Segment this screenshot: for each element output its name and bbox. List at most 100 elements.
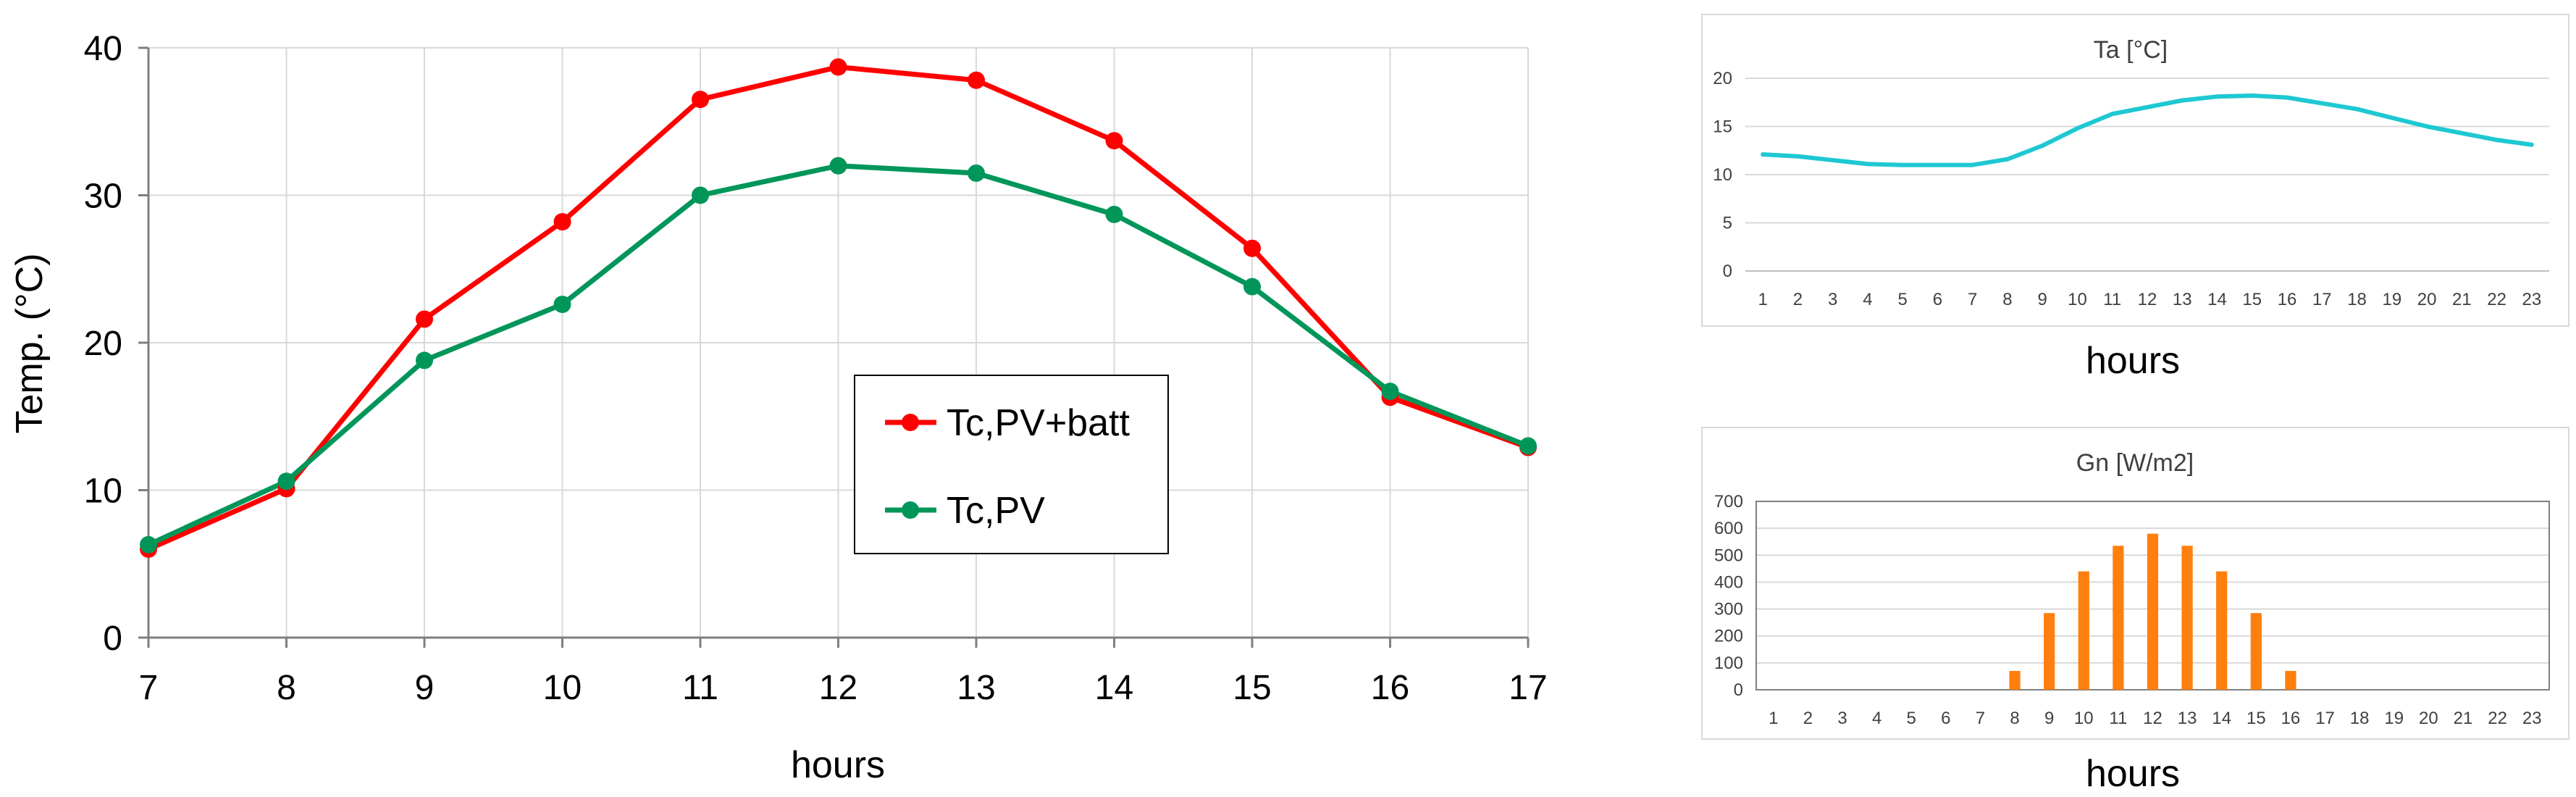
ta-x-tick-label: 12: [2138, 290, 2157, 309]
gn-x-tick-label: 18: [2350, 709, 2370, 728]
ta-series-line: [1761, 93, 2534, 167]
gn-bar: [2078, 571, 2089, 690]
series-2-point: [1519, 437, 1537, 455]
gn-bar: [2147, 533, 2159, 690]
series-1-point: [692, 91, 709, 109]
gn-x-tick-label: 5: [1907, 709, 1916, 728]
gn-y-tick-label: 200: [1714, 627, 1743, 646]
gn-chart-title: Gn [W/m2]: [2076, 449, 2194, 477]
gn-bar: [2181, 546, 2193, 690]
main-y-tick-label: 0: [103, 619, 122, 658]
series-1-point: [416, 310, 433, 328]
ta-x-tick-label: 22: [2487, 290, 2506, 309]
gn-bar: [2250, 613, 2262, 690]
legend-label-2: Tc,PV: [947, 490, 1045, 532]
gn-x-tick-label: 3: [1837, 709, 1847, 728]
main-x-axis-label: hours: [791, 744, 885, 786]
ta-x-tick-label: 19: [2382, 290, 2401, 309]
gn-x-tick-label: 15: [2246, 709, 2266, 728]
gn-y-tick-label: 500: [1714, 546, 1743, 565]
ta-x-axis-label: hours: [2086, 340, 2180, 382]
gn-x-tick-label: 1: [1769, 709, 1778, 728]
series-2-point: [277, 472, 295, 491]
ta-x-tick-label: 9: [2038, 290, 2047, 309]
main-temperature-chart: 0 10 20 30 40 7 8 9 10 11 12 13 14 15 16 17 hours Temp.…: [9, 30, 1548, 786]
gn-y-tick-label: 300: [1714, 600, 1743, 619]
ta-chart-frame: [1701, 14, 2569, 327]
main-y-tick-label: 10: [84, 472, 122, 511]
ta-x-tick-label: 21: [2452, 290, 2472, 309]
gn-x-tick-label: 11: [2109, 709, 2127, 728]
series-2-point: [140, 535, 157, 554]
ta-x-tick-label: 5: [1897, 290, 1907, 309]
series-2-point: [553, 296, 571, 314]
main-x-tick-label: 8: [277, 669, 296, 707]
ta-x-tick-label: 18: [2347, 290, 2367, 309]
legend: Tc,PV+batt Tc,PV: [854, 375, 1169, 554]
gn-x-tick-label: 9: [2044, 709, 2054, 728]
ta-x-tick-label: 14: [2207, 290, 2227, 309]
gn-bar: [2285, 671, 2296, 690]
gn-y-tick-label: 600: [1714, 519, 1743, 538]
series-2-point: [416, 351, 433, 370]
gn-bar: [2216, 571, 2228, 690]
series-1-point: [553, 213, 571, 231]
gn-x-tick-label: 8: [2010, 709, 2019, 728]
gn-bar: [2009, 671, 2021, 690]
gn-bar: [2044, 613, 2055, 690]
gn-y-tick-label: 100: [1714, 654, 1743, 673]
main-x-tick-label: 15: [1233, 669, 1271, 707]
ta-x-tick-label: 10: [2068, 290, 2087, 309]
ta-x-tick-label: 3: [1828, 290, 1837, 309]
ta-x-tick-label: 16: [2278, 290, 2297, 309]
ta-y-tick-label: 15: [1713, 117, 1732, 137]
main-x-tick-label: 13: [957, 669, 995, 707]
gn-x-tick-label: 6: [1941, 709, 1950, 728]
ta-x-tick-label: 6: [1933, 290, 1942, 309]
ta-chart-title: Ta [°C]: [2094, 36, 2168, 64]
ta-x-tick-label: 7: [1968, 290, 1977, 309]
gn-y-tick-label: 400: [1714, 572, 1743, 592]
ta-y-tick-label: 10: [1713, 165, 1732, 185]
main-x-tick-label: 7: [139, 669, 159, 707]
ta-x-tick-label: 20: [2417, 290, 2437, 309]
gn-x-tick-label: 17: [2315, 709, 2335, 728]
main-x-tick-label: 12: [819, 669, 857, 707]
gn-x-axis-label: hours: [2086, 753, 2180, 795]
gn-x-tick-label: 12: [2143, 709, 2162, 728]
ta-x-tick-label: 8: [2002, 290, 2012, 309]
main-y-tick-label: 40: [84, 30, 122, 68]
gn-x-tick-label: 16: [2281, 709, 2301, 728]
series-2-point: [968, 164, 985, 182]
ta-y-tick-label: 5: [1723, 214, 1732, 233]
gn-y-tick-label: 700: [1714, 492, 1743, 512]
ta-x-tick-label: 4: [1863, 290, 1872, 309]
legend-swatch-marker-1: [902, 414, 919, 431]
gn-chart-frame: [1701, 427, 2569, 740]
gn-x-tick-label: 13: [2178, 709, 2197, 728]
series-1-point: [1105, 132, 1123, 150]
ta-y-tick-label: 0: [1723, 262, 1732, 281]
main-x-tick-label: 9: [415, 669, 435, 707]
ta-y-tick-label: 20: [1713, 69, 1732, 88]
series-2-point: [829, 157, 847, 175]
gn-bar: [2113, 546, 2124, 690]
gn-x-tick-label: 14: [2212, 709, 2231, 728]
series-2-point: [1105, 205, 1123, 223]
series-2-point: [1243, 278, 1261, 296]
gn-x-tick-label: 21: [2454, 709, 2473, 728]
series-1-point: [968, 71, 985, 89]
gn-y-tick-label: 0: [1734, 680, 1743, 700]
legend-label-1: Tc,PV+batt: [947, 402, 1130, 444]
main-y-axis-label: Temp. (°C): [9, 253, 51, 433]
ta-x-tick-label: 2: [1793, 290, 1803, 309]
main-x-tick-label: 17: [1509, 669, 1547, 707]
main-x-tick-label: 14: [1095, 669, 1133, 707]
gn-x-tick-label: 7: [1976, 709, 1985, 728]
series-1-point: [1243, 239, 1261, 257]
main-y-tick-label: 30: [84, 178, 122, 216]
gn-x-tick-label: 20: [2419, 709, 2438, 728]
